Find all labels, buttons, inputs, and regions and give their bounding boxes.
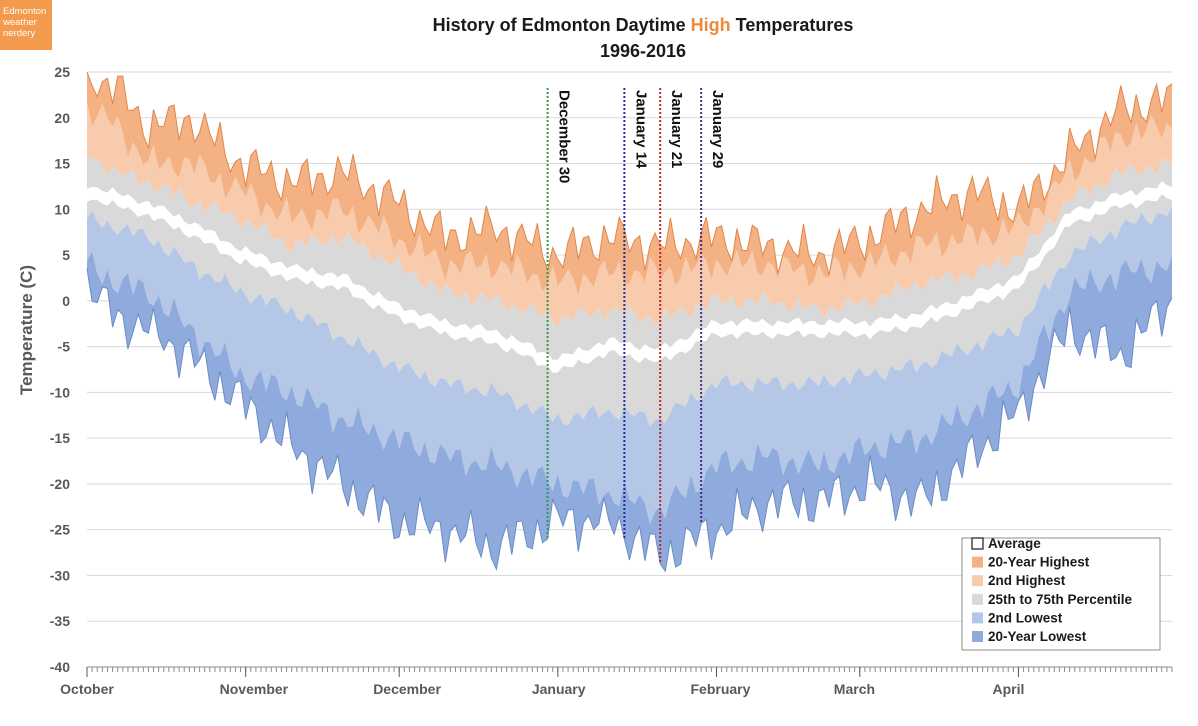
y-axis-label: Temperature (C) (17, 265, 36, 395)
band-lower-percentile (87, 194, 1172, 427)
legend-label: Average (988, 536, 1041, 551)
date-annotations: December 30 January 14 January 21 January 2… (546, 88, 726, 564)
y-tick-label: 5 (62, 247, 70, 263)
y-tick-label: -30 (50, 567, 70, 583)
y-tick-label: -40 (50, 659, 70, 675)
month-label: February (691, 681, 751, 697)
annotation-label: January 14 (632, 90, 649, 169)
title-prefix: History of Edmonton Daytime (433, 15, 691, 35)
month-label: January (532, 681, 586, 697)
band-20-year-highest (87, 72, 1172, 296)
brand-badge: Edmonton weather nerdery (0, 0, 52, 50)
legend-label: 25th to 75th Percentile (988, 592, 1133, 607)
x-axis: October November December January February Ma… (60, 666, 1173, 697)
legend-label: 20-Year Highest (988, 555, 1090, 570)
month-label: December (373, 681, 441, 697)
y-tick-label: -10 (50, 384, 70, 400)
legend-swatch (972, 575, 983, 587)
badge-line-3: nerdery (3, 28, 36, 39)
y-tick-label: 25 (54, 64, 70, 80)
y-tick-label: 20 (54, 110, 70, 126)
series-line-lowest (86, 268, 1173, 573)
chart-title: History of Edmonton Daytime High Tempera… (433, 15, 854, 35)
y-tick-label: -20 (50, 476, 70, 492)
band-average (87, 181, 1172, 373)
badge-line-2: weather (3, 17, 37, 28)
band-20-year-lowest (87, 251, 1172, 572)
title-highlight: High (691, 15, 731, 35)
legend-swatch (972, 593, 983, 605)
chart-subtitle: 1996-2016 (600, 41, 686, 61)
annotation-label: January 21 (668, 90, 685, 168)
y-tick-label: 0 (62, 293, 70, 309)
y-tick-label: -35 (50, 613, 70, 629)
annotation-label: December 30 (556, 90, 573, 183)
legend-swatch (972, 612, 983, 624)
band-2nd-highest (87, 102, 1172, 328)
month-label: April (992, 681, 1024, 697)
legend-swatch (972, 631, 983, 642)
y-tick-labels: 25 20 15 10 5 0 -5 -10 -15 -20 -25 -30 -35 -40 (50, 64, 70, 675)
y-tick-label: 15 (54, 156, 70, 172)
series-line-highest (86, 71, 1173, 276)
annotation-label: January 29 (709, 90, 726, 168)
legend: Average 20-Year Highest 2nd Highest 25th to… (961, 536, 1161, 651)
y-tick-label: -25 (50, 522, 70, 538)
legend-swatch (971, 537, 984, 550)
month-label: March (834, 681, 875, 697)
legend-label: 2nd Lowest (988, 610, 1063, 625)
title-suffix: Temperatures (731, 15, 854, 35)
y-tick-label: 10 (54, 201, 70, 217)
y-tick-label: -5 (58, 339, 71, 355)
legend-items: Average 20-Year Highest 2nd Highest 25th to… (971, 536, 1133, 644)
band-upper-percentile (87, 155, 1172, 360)
legend-label: 20-Year Lowest (988, 629, 1087, 644)
month-label: October (60, 681, 114, 697)
month-label: November (220, 681, 289, 697)
legend-label: 2nd Highest (988, 573, 1066, 588)
badge-line-1: Edmonton (3, 6, 47, 17)
y-tick-label: -15 (50, 430, 70, 446)
band-2nd-lowest (87, 206, 1172, 525)
data-bands (86, 71, 1173, 573)
legend-swatch (972, 556, 983, 568)
legend-box (961, 537, 1161, 651)
